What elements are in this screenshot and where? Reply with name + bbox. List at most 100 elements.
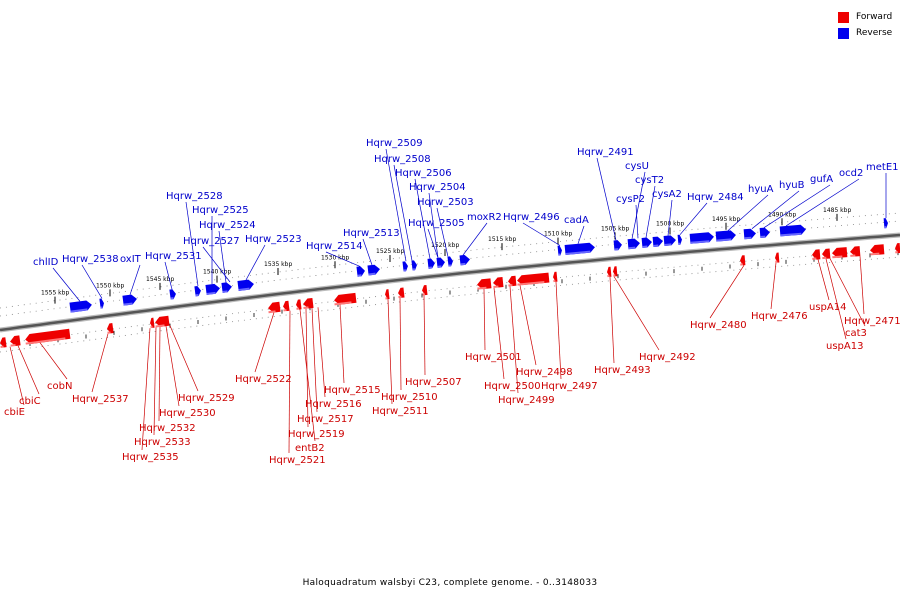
reverse-gene-arrow[interactable] (759, 227, 771, 239)
forward-gene-arrow[interactable] (812, 249, 821, 260)
gene-label[interactable]: Hqrw_2511 (372, 406, 429, 417)
gene-label[interactable]: cobN (47, 381, 72, 392)
reverse-gene-arrow[interactable] (169, 289, 176, 300)
reverse-gene-arrow[interactable] (689, 232, 715, 244)
forward-gene-arrow[interactable] (607, 266, 612, 278)
gene-label[interactable]: oxIT (120, 254, 142, 265)
gene-label[interactable]: Hqrw_2471 (844, 316, 900, 327)
gene-label[interactable]: cbiE (4, 407, 25, 418)
reverse-gene-arrow[interactable] (641, 237, 653, 248)
reverse-gene-arrow[interactable] (663, 235, 677, 247)
gene-label[interactable]: Hqrw_2497 (541, 381, 598, 392)
gene-label[interactable]: Hqrw_2504 (409, 182, 466, 193)
reverse-gene-arrow[interactable] (436, 257, 445, 268)
gene-label[interactable]: Hqrw_2499 (498, 395, 555, 406)
reverse-gene-arrow[interactable] (715, 230, 737, 242)
gene-label[interactable]: moxR2 (467, 212, 502, 223)
forward-gene-arrow[interactable] (302, 297, 314, 310)
reverse-gene-arrow[interactable] (221, 282, 232, 293)
reverse-gene-arrow[interactable] (356, 266, 365, 277)
reverse-gene-arrow[interactable] (69, 300, 92, 313)
gene-label[interactable]: Hqrw_2523 (245, 234, 302, 245)
reverse-gene-arrow[interactable] (883, 218, 889, 229)
gene-label[interactable]: Hqrw_2476 (751, 311, 808, 322)
gene-label[interactable]: Hqrw_2528 (166, 191, 223, 202)
forward-gene-arrow[interactable] (832, 247, 848, 259)
forward-gene-arrow[interactable] (106, 323, 114, 334)
gene-label[interactable]: Hqrw_2516 (305, 399, 362, 410)
forward-gene-arrow[interactable] (149, 317, 155, 329)
gene-label[interactable]: Hqrw_2519 (288, 429, 345, 440)
forward-gene-arrow[interactable] (508, 275, 517, 287)
forward-gene-arrow[interactable] (333, 292, 357, 306)
gene-label[interactable]: uspA14 (809, 302, 846, 313)
forward-gene-arrow[interactable] (384, 289, 390, 300)
forward-gene-arrow[interactable] (477, 278, 492, 290)
gene-label[interactable]: cysA2 (652, 189, 682, 200)
forward-gene-arrow[interactable] (553, 271, 558, 283)
forward-gene-arrow[interactable] (295, 299, 302, 310)
gene-label[interactable]: Hqrw_2510 (381, 392, 438, 403)
gene-label[interactable]: Hqrw_2535 (122, 452, 179, 463)
gene-label[interactable]: Hqrw_2525 (192, 205, 249, 216)
forward-gene-arrow[interactable] (850, 246, 861, 257)
gene-label[interactable]: Hqrw_2507 (405, 377, 462, 388)
gene-label[interactable]: Hqrw_2491 (577, 147, 634, 158)
reverse-gene-arrow[interactable] (459, 254, 471, 266)
gene-label[interactable]: Hqrw_2517 (297, 414, 354, 425)
gene-label[interactable]: Hqrw_2493 (594, 365, 651, 376)
gene-label[interactable]: cysT2 (635, 175, 664, 186)
gene-label[interactable]: cysU (625, 161, 649, 172)
forward-gene-arrow[interactable] (740, 255, 746, 266)
gene-label[interactable]: cadA (564, 215, 589, 226)
forward-gene-arrow[interactable] (0, 337, 7, 348)
gene-label[interactable]: ocd2 (839, 168, 863, 179)
reverse-gene-arrow[interactable] (743, 228, 757, 240)
forward-gene-arrow[interactable] (282, 300, 290, 312)
forward-gene-arrow[interactable] (822, 248, 831, 260)
gene-label[interactable]: Hqrw_2513 (343, 228, 400, 239)
gene-label[interactable]: Hqrw_2501 (465, 352, 522, 363)
forward-gene-arrow[interactable] (895, 243, 900, 254)
forward-gene-arrow[interactable] (517, 272, 550, 286)
gene-label[interactable]: Hqrw_2538 (62, 254, 119, 265)
gene-label[interactable]: cysP2 (616, 194, 645, 205)
forward-gene-arrow[interactable] (421, 284, 428, 296)
gene-label[interactable]: Hqrw_2530 (159, 408, 216, 419)
reverse-gene-arrow[interactable] (411, 260, 417, 271)
gene-label[interactable]: metE1 (866, 162, 899, 173)
forward-gene-arrow[interactable] (267, 301, 281, 314)
gene-label[interactable]: Hqrw_2503 (417, 197, 474, 208)
reverse-gene-arrow[interactable] (237, 279, 254, 291)
gene-label[interactable]: Hqrw_2514 (306, 241, 363, 252)
reverse-gene-arrow[interactable] (205, 283, 220, 295)
reverse-gene-arrow[interactable] (557, 245, 563, 256)
gene-label[interactable]: Hqrw_2509 (366, 138, 423, 149)
gene-label[interactable]: Hqrw_2496 (503, 212, 560, 223)
forward-gene-arrow[interactable] (154, 315, 170, 328)
forward-gene-arrow[interactable] (493, 277, 504, 289)
gene-label[interactable]: Hqrw_2505 (408, 218, 465, 229)
reverse-gene-arrow[interactable] (779, 224, 807, 237)
reverse-gene-arrow[interactable] (367, 264, 380, 276)
forward-gene-arrow[interactable] (9, 335, 21, 347)
gene-label[interactable]: chlID (33, 257, 59, 268)
reverse-gene-arrow[interactable] (447, 256, 453, 267)
reverse-gene-arrow[interactable] (613, 240, 623, 251)
forward-gene-arrow[interactable] (870, 244, 885, 256)
gene-label[interactable]: Hqrw_2529 (178, 393, 235, 404)
gene-label[interactable]: Hqrw_2515 (324, 385, 381, 396)
gene-label[interactable]: Hqrw_2484 (687, 192, 744, 203)
forward-gene-arrow[interactable] (397, 287, 405, 299)
gene-label[interactable]: cbiC (19, 396, 41, 407)
gene-label[interactable]: cat3 (845, 328, 867, 339)
gene-label[interactable]: Hqrw_2533 (134, 437, 191, 448)
gene-label[interactable]: Hqrw_2521 (269, 455, 326, 466)
reverse-gene-arrow[interactable] (564, 242, 596, 255)
gene-label[interactable]: gufA (810, 174, 833, 185)
reverse-gene-arrow[interactable] (122, 294, 137, 306)
gene-label[interactable]: hyuA (748, 184, 774, 195)
gene-label[interactable]: Hqrw_2480 (690, 320, 747, 331)
gene-label[interactable]: Hqrw_2537 (72, 394, 129, 405)
gene-label[interactable]: Hqrw_2492 (639, 352, 696, 363)
